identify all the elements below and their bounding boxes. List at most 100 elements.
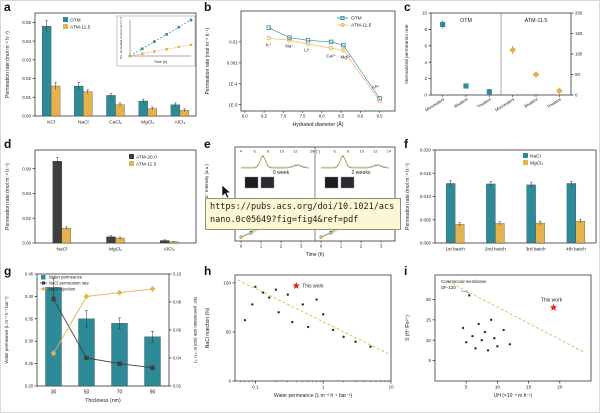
svg-text:Time (h): Time (h)	[154, 60, 167, 64]
svg-text:ATM-20.0: ATM-20.0	[136, 154, 157, 160]
svg-text:0.35: 0.35	[25, 316, 34, 321]
svg-text:MgCl₂: MgCl₂	[141, 120, 154, 126]
svg-text:OTM: OTM	[70, 17, 81, 23]
svg-text:0.25: 0.25	[25, 361, 34, 366]
panel-c: c 0 2 4 6 8 10 0 50 100 150 200 Normalized permeati…	[401, 1, 599, 138]
svg-text:0.010: 0.010	[420, 194, 432, 199]
link-url-tooltip: https://pubs.acs.org/doi/10.1021/acsnano…	[205, 198, 401, 230]
svg-text:50: 50	[575, 72, 580, 77]
svg-text:3: 3	[300, 244, 303, 249]
svg-text:4: 4	[240, 150, 242, 154]
svg-text:Monovalent: Monovalent	[494, 96, 516, 112]
svg-text:10: 10	[280, 150, 284, 154]
svg-text:Al³⁺: Al³⁺	[372, 84, 381, 89]
svg-text:9.5: 9.5	[377, 114, 383, 119]
svg-text:10: 10	[495, 385, 501, 390]
svg-text:6: 6	[334, 150, 336, 154]
svg-text:10: 10	[360, 150, 364, 154]
svg-text:8: 8	[425, 27, 428, 32]
svg-text:0.02: 0.02	[22, 216, 31, 221]
svg-text:DF-120: DF-120	[441, 285, 456, 290]
svg-text:50: 50	[226, 330, 232, 335]
svg-text:0.05: 0.05	[22, 20, 31, 25]
svg-text:Mg²⁺: Mg²⁺	[341, 55, 352, 60]
svg-text:0.45: 0.45	[25, 272, 34, 277]
svg-text:NaCl rejection (%): NaCl rejection (%)	[205, 307, 211, 348]
svg-text:Hydrated diameter (Å): Hydrated diameter (Å)	[292, 121, 343, 128]
panel-letter-a: a	[4, 0, 11, 14]
svg-text:K⁺: K⁺	[266, 43, 272, 48]
chart-g-thickness-combo: 0.20 0.25 0.30 0.35 0.40 0.45 0.02 0.04 0.06 0.08…	[4, 272, 198, 405]
svg-text:Na⁺: Na⁺	[285, 43, 294, 48]
svg-text:50: 50	[84, 390, 90, 396]
svg-text:0.00: 0.00	[22, 114, 31, 119]
panel-letter-e: e	[204, 137, 211, 151]
mouse-cursor-icon	[221, 185, 232, 199]
svg-text:15: 15	[426, 317, 432, 322]
svg-text:Trivalent: Trivalent	[546, 96, 563, 109]
svg-text:Monovalent: Monovalent	[424, 96, 446, 112]
svg-text:0.02: 0.02	[173, 384, 182, 389]
svg-text:15: 15	[526, 385, 532, 390]
svg-text:Permeated Na⁺ Intensity (a.u.): Permeated Na⁺ Intensity (a.u.)	[204, 164, 209, 224]
svg-text:Permeation rate (mol m⁻² h⁻¹): Permeation rate (mol m⁻² h⁻¹)	[205, 27, 211, 94]
svg-text:6: 6	[254, 150, 256, 154]
svg-text:Thickness (nm): Thickness (nm)	[85, 398, 121, 404]
svg-text:1E-5: 1E-5	[228, 102, 238, 107]
panel-letter-h: h	[204, 264, 212, 278]
svg-text:1: 1	[322, 385, 325, 390]
svg-text:AlCl₃: AlCl₃	[164, 247, 175, 253]
svg-text:200: 200	[575, 11, 583, 16]
panel-h: h 0.1 1 10 0 50 100 Water permeance (L m⁻² h⁻¹…	[201, 264, 401, 412]
svg-text:OTM: OTM	[460, 18, 472, 24]
svg-text:1: 1	[260, 244, 263, 249]
svg-text:14: 14	[387, 150, 391, 154]
svg-text:0.03: 0.03	[22, 58, 31, 63]
svg-text:Trivalent: Trivalent	[476, 96, 493, 109]
svg-text:Ca²⁺: Ca²⁺	[326, 54, 336, 59]
svg-text:0.015: 0.015	[420, 171, 432, 176]
svg-text:Water permeance (L m⁻² h⁻¹ bar: Water permeance (L m⁻² h⁻¹ bar⁻¹)	[4, 296, 9, 364]
svg-text:Bivalent: Bivalent	[453, 96, 469, 109]
svg-text:4th batch: 4th batch	[566, 247, 586, 253]
panel-letter-g: g	[4, 264, 12, 278]
svg-text:0.40: 0.40	[25, 294, 34, 299]
svg-text:This work: This work	[541, 298, 563, 304]
svg-text:Permeation rate (mol m⁻² h⁻¹): Permeation rate (mol m⁻² h⁻¹)	[5, 31, 11, 98]
svg-text:NaCl: NaCl	[530, 153, 541, 159]
svg-text:0: 0	[228, 379, 231, 384]
svg-text:0: 0	[575, 93, 578, 98]
svg-text:Permeation rate (mol m⁻² h⁻¹): Permeation rate (mol m⁻² h⁻¹)	[5, 163, 11, 230]
chart-d-atm-comparison-bars: 0.00 0.02 0.04 0.06 Permeation rate (mol m⁻²…	[5, 149, 197, 253]
svg-text:S (H⁺/Fe²⁺): S (H⁺/Fe²⁺)	[405, 315, 411, 341]
svg-text:NaCl: NaCl	[78, 120, 89, 126]
svg-text:20: 20	[426, 297, 432, 302]
svg-text:Water permeance: Water permeance	[49, 275, 83, 280]
panel-g: g 0.20 0.25 0.30 0.35 0.40 0.45 0.02 0.04 0.06 0.…	[1, 264, 201, 412]
svg-text:5: 5	[428, 358, 431, 363]
svg-text:2θ (°): 2θ (°)	[310, 149, 320, 154]
svg-text:0.06: 0.06	[22, 166, 31, 171]
svg-text:6: 6	[425, 43, 428, 48]
svg-text:100: 100	[575, 52, 583, 57]
svg-text:2: 2	[280, 244, 283, 249]
svg-text:7.0: 7.0	[280, 114, 286, 119]
svg-text:0.020: 0.020	[420, 148, 432, 153]
svg-text:0 week: 0 week	[273, 170, 290, 176]
svg-text:2: 2	[360, 244, 363, 249]
svg-text:0.000: 0.000	[420, 241, 432, 246]
svg-text:1E-4: 1E-4	[228, 81, 238, 86]
svg-text:12: 12	[293, 150, 297, 154]
chart-f-batch-bars: 0.000 0.005 0.010 0.015 0.020 Permeation rate…	[405, 148, 597, 253]
svg-text:30: 30	[51, 390, 57, 396]
svg-text:10: 10	[426, 338, 432, 343]
svg-text:0.04: 0.04	[22, 191, 31, 196]
panel-letter-d: d	[4, 137, 12, 151]
svg-text:0.001: 0.001	[227, 60, 238, 65]
panel-letter-f: f	[404, 137, 408, 151]
svg-text:0.1: 0.1	[252, 385, 259, 390]
svg-text:0.01: 0.01	[22, 95, 31, 100]
svg-text:1st batch: 1st batch	[445, 247, 465, 253]
svg-text:OTM: OTM	[351, 16, 362, 22]
